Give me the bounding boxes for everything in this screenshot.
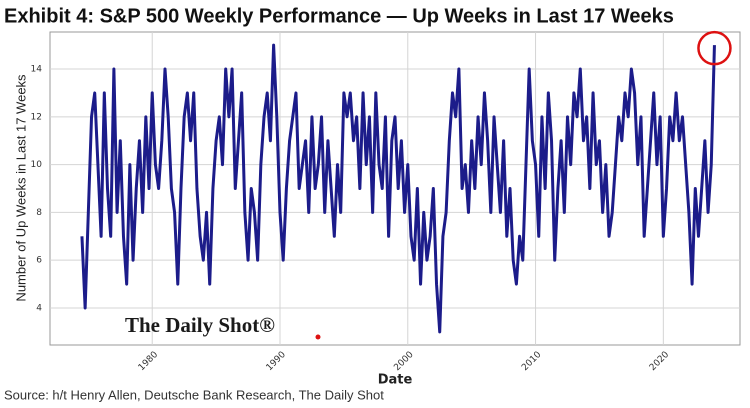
x-tick-label: 2000 <box>392 350 415 373</box>
source-note: Source: h/t Henry Allen, Deutsche Bank R… <box>4 387 384 402</box>
highlight-circle <box>697 30 732 66</box>
y-axis-label: Number of Up Weeks in Last 17 Weeks <box>13 74 28 302</box>
marks <box>80 30 732 334</box>
y-tick-label: 4 <box>36 303 42 313</box>
chart-title: Exhibit 4: S&P 500 Weekly Performance — … <box>4 5 674 27</box>
y-tick-label: 12 <box>31 112 42 122</box>
y-tick-label: 8 <box>36 208 42 218</box>
x-tick-label: 1990 <box>265 350 288 373</box>
data-line <box>80 43 716 334</box>
y-tick-label: 10 <box>31 160 43 170</box>
x-tick-label: 2010 <box>520 350 543 373</box>
x-tick-label: 2020 <box>648 350 671 373</box>
x-tick-label: 1980 <box>137 350 160 373</box>
watermark: The Daily Shot® <box>125 313 275 337</box>
plot-area <box>49 31 741 346</box>
y-tick-label: 14 <box>31 65 43 75</box>
y-tick-label: 6 <box>36 256 42 266</box>
watermark-dot <box>315 334 321 340</box>
x-axis-label: Date <box>378 373 413 388</box>
